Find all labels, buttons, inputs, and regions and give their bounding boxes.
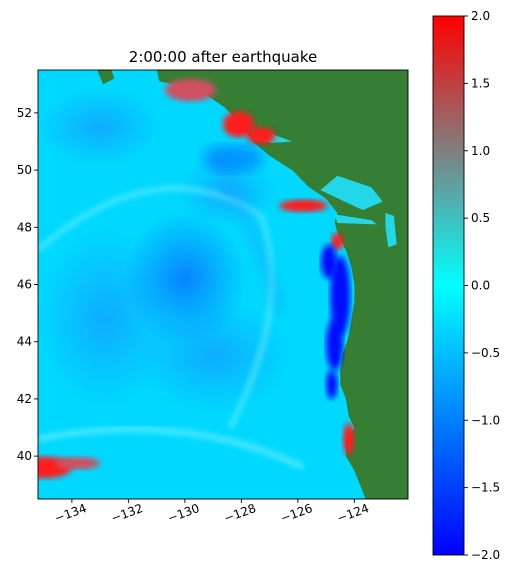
map-plot-area	[38, 70, 408, 499]
crest-north-inlet	[223, 111, 255, 138]
crest-california	[343, 423, 355, 455]
y-tick-label: 42	[17, 392, 32, 406]
colorbar-tick-label: 1.5	[471, 76, 490, 90]
y-tick-label: 52	[17, 106, 32, 120]
chart-title: 2:00:00 after earthquake	[129, 48, 317, 66]
strait-of-georgia	[320, 175, 383, 211]
colorbar-tick-label: 0.5	[471, 211, 490, 225]
colorbar-tick-label: 1.0	[471, 144, 490, 158]
colorbar-strip	[433, 16, 464, 555]
wavefront-arc	[38, 185, 274, 429]
coastal-wave-features	[38, 78, 355, 479]
y-tick-label: 46	[17, 278, 32, 292]
x-axis: −134 −132 −130 −128 −126 −124	[53, 499, 371, 525]
strait-of-juan-de-fuca	[334, 214, 377, 225]
colorbar-tick-label: 0.0	[471, 279, 490, 293]
colorbar-tick-label: −0.5	[471, 346, 500, 360]
trough-oregon-coast	[330, 255, 351, 336]
x-tick-label: −130	[166, 501, 202, 525]
trough-north-california	[326, 370, 338, 399]
land-mass	[156, 70, 408, 499]
y-tick-label: 48	[17, 220, 32, 234]
x-tick-label: −128	[222, 501, 258, 525]
trough-north-shelf	[202, 144, 263, 173]
crest-vancouver-island	[279, 199, 328, 213]
puget-sound	[385, 213, 397, 248]
crest-northern-soft	[165, 78, 216, 102]
colorbar-tick-label: −1.5	[471, 481, 500, 495]
x-tick-label: −132	[109, 501, 145, 525]
x-tick-label: −124	[335, 501, 371, 525]
y-axis: 40 42 44 46 48 50 52	[17, 106, 38, 463]
crest-washington	[331, 233, 344, 251]
crest-southwest-tail	[54, 456, 101, 470]
colorbar-ticks: 2.0 1.5 1.0 0.5 0.0 −0.5 −1.0 −1.5 −2.0	[464, 9, 500, 562]
x-tick-label: −126	[279, 501, 315, 525]
trough-washington-coast	[321, 244, 337, 279]
trough-south-oregon	[326, 318, 344, 371]
y-tick-label: 50	[17, 163, 32, 177]
northern-low-region	[38, 88, 162, 167]
y-tick-label: 44	[17, 335, 32, 349]
colorbar-tick-label: −2.0	[471, 548, 500, 562]
island-north	[97, 70, 115, 85]
y-tick-label: 40	[17, 449, 32, 463]
crest-north-coast	[247, 127, 276, 145]
colorbar-tick-label: 2.0	[471, 9, 490, 23]
colorbar-tick-label: −1.0	[471, 413, 500, 427]
colorbar: 2.0 1.5 1.0 0.5 0.0 −0.5 −1.0 −1.5 −2.0	[432, 9, 500, 562]
x-tick-label: −134	[53, 501, 89, 525]
southern-wavefront	[38, 426, 305, 471]
